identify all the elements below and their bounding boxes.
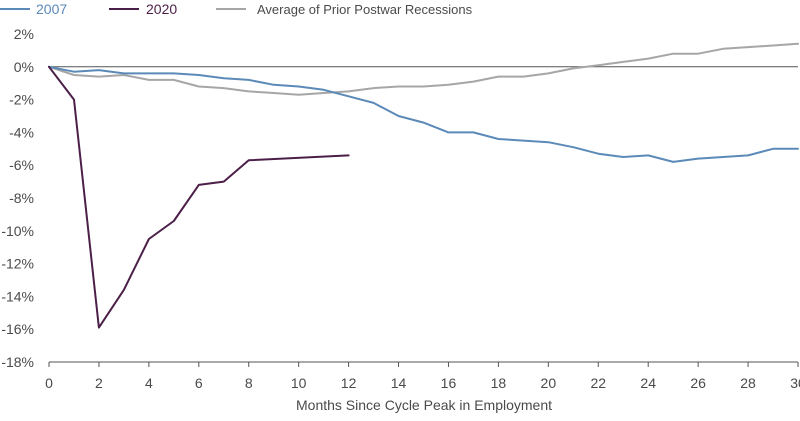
x-tick-label: 24 [640,375,656,391]
x-tick-label: 12 [341,375,357,391]
x-tick-label: 14 [391,375,407,391]
series-line-2 [48,42,799,96]
y-tick-label: -10% [1,223,34,239]
x-tick-label: 26 [690,375,706,391]
legend-label: 2020 [146,1,177,17]
x-tick-label: 18 [491,375,507,391]
series-line-1 [48,65,350,329]
y-tick-label: -18% [1,354,34,370]
legend: 2007 2020 Average of Prior Postwar Recessi… [0,1,473,17]
y-tick-label: -12% [1,256,34,272]
x-tick-label: 16 [441,375,457,391]
x-tick-label: 0 [45,375,53,391]
x-tick-label: 6 [195,375,203,391]
x-tick-label: 28 [740,375,756,391]
y-tick-label: -6% [9,157,34,173]
y-tick-label: 0% [14,59,34,75]
x-tick-label: 8 [245,375,253,391]
x-tick-label: 10 [291,375,307,391]
y-axis: 2% 0% -2% -4% -6% -8% -10% -12% -14% -16% -18% [1,26,34,370]
x-tick-label: 2 [95,375,103,391]
series-line-0 [48,65,799,163]
x-axis-title: Months Since Cycle Peak in Employment [296,397,552,413]
legend-label: 2007 [36,1,67,17]
y-tick-label: -16% [1,321,34,337]
x-axis: 024681012141618202224262830 [45,361,800,391]
series-layer [48,42,799,329]
y-tick-label: -2% [9,92,34,108]
x-tick-label: 30 [790,375,800,391]
y-tick-label: -8% [9,190,34,206]
x-tick-label: 20 [541,375,557,391]
x-tick-label: 4 [145,375,153,391]
y-tick-label: -14% [1,288,34,304]
x-tick-label: 22 [590,375,606,391]
legend-label: Average of Prior Postwar Recessions [257,2,473,17]
y-tick-label: 2% [14,26,34,42]
y-tick-label: -4% [9,124,34,140]
